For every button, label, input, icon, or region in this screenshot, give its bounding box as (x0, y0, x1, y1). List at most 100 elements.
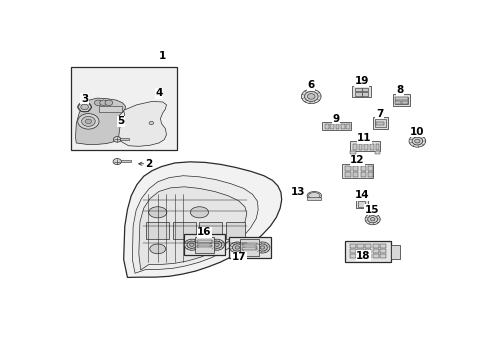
Bar (374, 151, 380, 154)
Bar (183, 234, 225, 255)
Bar (360, 172, 365, 177)
Bar (365, 249, 370, 253)
Circle shape (189, 243, 194, 246)
Text: 13: 13 (290, 186, 305, 197)
Bar (345, 241, 390, 262)
Circle shape (301, 89, 321, 104)
Text: 17: 17 (231, 252, 246, 262)
Circle shape (209, 239, 224, 250)
Circle shape (100, 100, 107, 105)
Bar (196, 240, 211, 243)
Bar (242, 243, 257, 245)
Bar (380, 254, 386, 258)
Bar (354, 92, 361, 96)
Text: 9: 9 (332, 114, 339, 123)
Bar (395, 101, 400, 104)
Circle shape (257, 244, 267, 251)
Text: 16: 16 (197, 227, 211, 237)
Bar (374, 119, 385, 127)
Text: 19: 19 (354, 76, 368, 86)
Bar (365, 254, 370, 258)
Circle shape (105, 100, 112, 105)
Bar (372, 117, 387, 129)
Text: 3: 3 (81, 94, 88, 104)
Bar (199, 222, 222, 239)
Bar (367, 166, 373, 171)
Bar (146, 222, 169, 239)
Circle shape (113, 136, 121, 142)
Bar (357, 254, 363, 258)
Bar (340, 124, 344, 129)
Bar (380, 244, 386, 248)
Bar (392, 94, 409, 105)
Bar (225, 222, 244, 239)
Bar (352, 144, 356, 150)
Bar (354, 88, 361, 91)
Bar (352, 172, 358, 177)
Text: 4: 4 (155, 88, 162, 98)
Bar (120, 138, 129, 140)
Text: 7: 7 (375, 109, 383, 119)
Bar (321, 122, 350, 130)
Polygon shape (119, 102, 166, 146)
Bar (345, 166, 350, 171)
Bar (401, 101, 407, 104)
Bar (349, 244, 355, 248)
Text: 1: 1 (159, 51, 166, 61)
Bar (240, 239, 259, 256)
Ellipse shape (306, 192, 321, 200)
Bar (329, 124, 333, 129)
Circle shape (211, 241, 222, 248)
Bar (362, 92, 367, 96)
Circle shape (408, 135, 425, 147)
Bar (390, 245, 400, 258)
Bar (367, 172, 373, 177)
Circle shape (307, 94, 314, 99)
Bar (351, 86, 370, 97)
Circle shape (254, 242, 269, 253)
Circle shape (94, 100, 102, 105)
Bar (352, 166, 358, 171)
Bar (349, 141, 380, 151)
Bar (358, 144, 362, 150)
Bar (372, 249, 378, 253)
Text: 18: 18 (356, 251, 370, 261)
Circle shape (81, 104, 88, 110)
Text: 2: 2 (144, 159, 152, 169)
Bar (376, 122, 383, 125)
Bar (349, 249, 355, 253)
Text: 15: 15 (364, 204, 378, 215)
Circle shape (149, 121, 153, 125)
Bar (395, 97, 407, 104)
Circle shape (232, 244, 242, 251)
Bar (349, 254, 355, 258)
Bar (395, 97, 407, 100)
Text: 14: 14 (354, 190, 368, 200)
Bar (341, 164, 373, 177)
Circle shape (186, 241, 196, 248)
Circle shape (78, 114, 99, 129)
Text: 6: 6 (307, 80, 314, 90)
Circle shape (414, 139, 419, 143)
Bar (355, 199, 367, 208)
Text: 10: 10 (409, 127, 424, 137)
Circle shape (229, 242, 244, 253)
Text: 5: 5 (117, 116, 124, 126)
Bar (349, 151, 355, 154)
Text: 8: 8 (396, 85, 403, 95)
Bar (372, 244, 378, 248)
Ellipse shape (149, 244, 165, 254)
Circle shape (184, 239, 199, 250)
Polygon shape (132, 176, 258, 273)
Text: 12: 12 (349, 155, 364, 165)
Ellipse shape (190, 207, 208, 218)
Circle shape (260, 246, 264, 249)
Circle shape (113, 158, 121, 165)
Polygon shape (139, 187, 246, 270)
Bar (357, 249, 363, 253)
Bar (357, 244, 363, 248)
Bar (196, 245, 211, 247)
Bar (380, 249, 386, 253)
Circle shape (81, 116, 95, 126)
Bar (357, 201, 365, 207)
